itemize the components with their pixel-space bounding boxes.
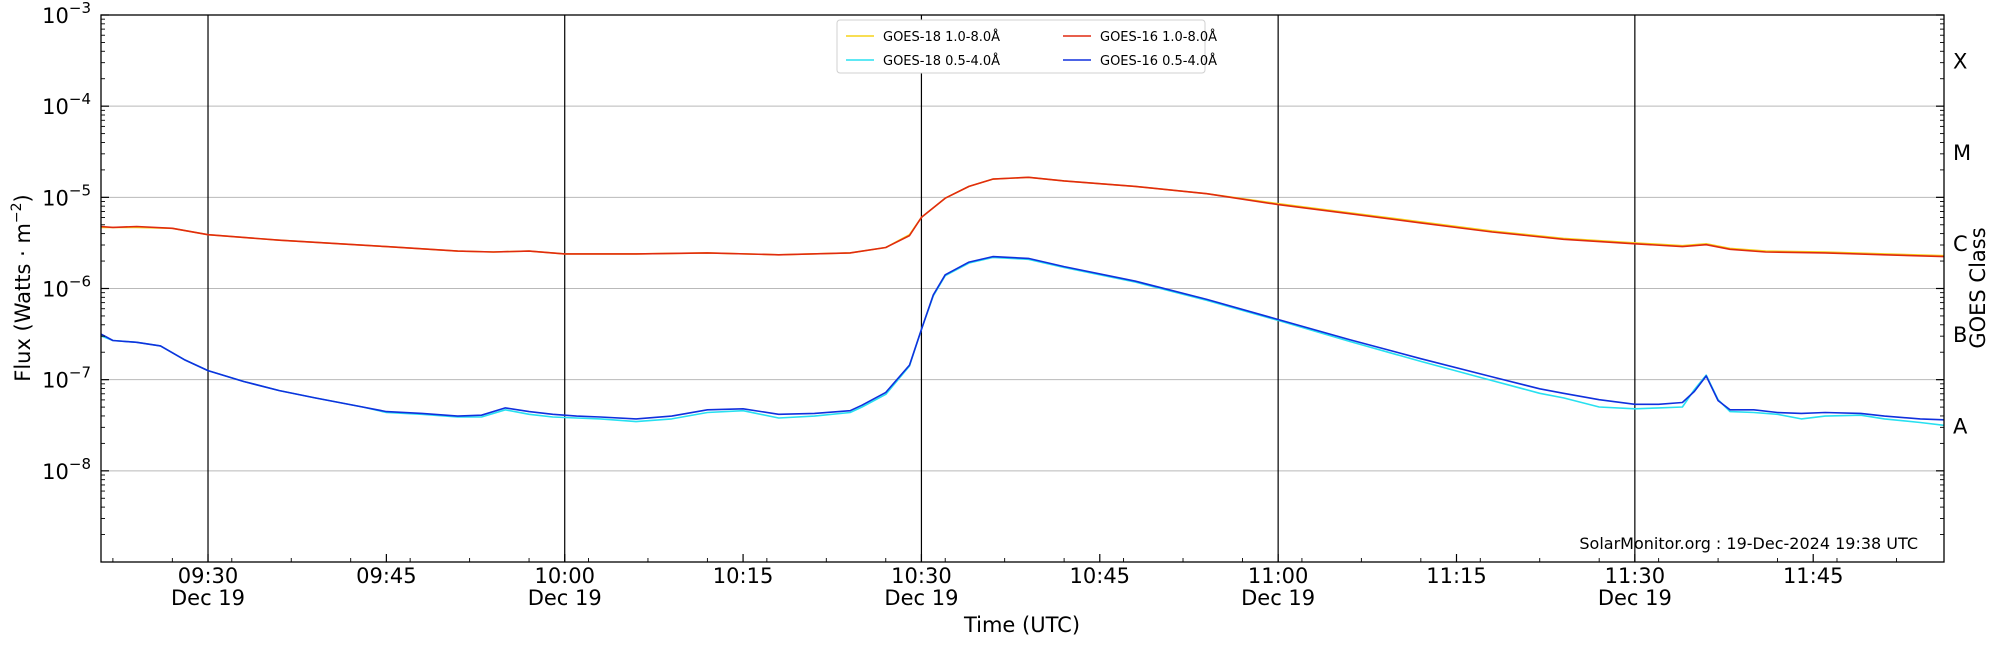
y-tick-base: 10 <box>42 186 69 210</box>
y-tick-base: 10 <box>42 369 69 393</box>
axis-ticks <box>101 14 1944 562</box>
legend-entries: GOES-18 1.0-8.0Å GOES-18 0.5-4.0Å GOES-16 … <box>846 29 1217 69</box>
y-tick-base: 10 <box>42 460 69 484</box>
y-tick-exponent: −5 <box>69 181 91 199</box>
goes-class-label: A <box>1953 414 1968 438</box>
series-line <box>100 255 1945 421</box>
x-tick-label: 10:00 <box>534 564 595 588</box>
right-axis-title: GOES Class <box>1966 227 1990 348</box>
x-axis-title: Time (UTC) <box>963 613 1080 637</box>
y-tick-label: 10−7 <box>42 364 91 393</box>
x-tick-date-label: Dec 19 <box>171 586 245 610</box>
goes-class-labels: A B C M X <box>1953 50 1971 439</box>
x-tick-date-label: Dec 19 <box>1598 586 1672 610</box>
x-tick-date-label: Dec 19 <box>1241 586 1315 610</box>
y-tick-base: 10 <box>42 278 69 302</box>
y-tick-exponent: −3 <box>69 0 91 17</box>
x-tick-date-label: Dec 19 <box>884 586 958 610</box>
y-axis-title-close: ) <box>11 194 35 202</box>
x-tick-label: 11:45 <box>1783 564 1844 588</box>
y-tick-base: 10 <box>42 95 69 119</box>
legend-box <box>836 19 1206 74</box>
legend-label: GOES-18 1.0-8.0Å <box>883 29 1000 45</box>
goes-class-label: C <box>1953 232 1968 256</box>
goes-class-label: M <box>1953 141 1971 165</box>
x-tick-label: 10:15 <box>713 564 774 588</box>
y-tick-exponent: −4 <box>69 90 91 108</box>
legend: GOES-18 1.0-8.0Å GOES-18 0.5-4.0Å GOES-16 … <box>836 19 1217 74</box>
y-tick-exponent: −8 <box>69 455 91 473</box>
y-tick-label: 10−8 <box>42 455 91 484</box>
y-tick-labels: 10−810−710−610−510−410−3 <box>42 0 91 484</box>
x-tick-date-label: Dec 19 <box>528 586 602 610</box>
x-tick-label: 11:15 <box>1426 564 1487 588</box>
x-tick-label: 09:30 <box>178 564 239 588</box>
y-tick-label: 10−3 <box>42 0 91 28</box>
legend-label: GOES-16 1.0-8.0Å <box>1100 29 1217 45</box>
x-tick-label: 11:30 <box>1605 564 1666 588</box>
y-tick-label: 10−4 <box>42 90 91 119</box>
y-tick-exponent: −7 <box>69 364 91 382</box>
y-tick-label: 10−5 <box>42 181 91 210</box>
x-tick-label: 11:00 <box>1248 564 1309 588</box>
y-axis-title: Flux (Watts · m−2) <box>9 194 35 382</box>
day-markers <box>207 15 1636 562</box>
y-axis-title-main: Flux (Watts · m <box>11 223 35 382</box>
x-tick-label: 09:45 <box>356 564 417 588</box>
series-line <box>100 176 1945 258</box>
goes-class-label: X <box>1953 50 1967 74</box>
goes-class-label: B <box>1953 323 1967 347</box>
legend-label: GOES-16 0.5-4.0Å <box>1100 53 1217 69</box>
y-tick-exponent: −6 <box>69 273 91 291</box>
credit-text: SolarMonitor.org : 19-Dec-2024 19:38 UTC <box>1579 534 1918 553</box>
x-tick-label: 10:45 <box>1070 564 1131 588</box>
legend-label: GOES-18 0.5-4.0Å <box>883 53 1000 69</box>
x-tick-label: 10:30 <box>891 564 952 588</box>
y-axis-title-exponent: −2 <box>9 202 25 223</box>
series-lines <box>100 176 1945 427</box>
y-tick-base: 10 <box>42 4 69 28</box>
y-tick-label: 10−6 <box>42 273 91 302</box>
